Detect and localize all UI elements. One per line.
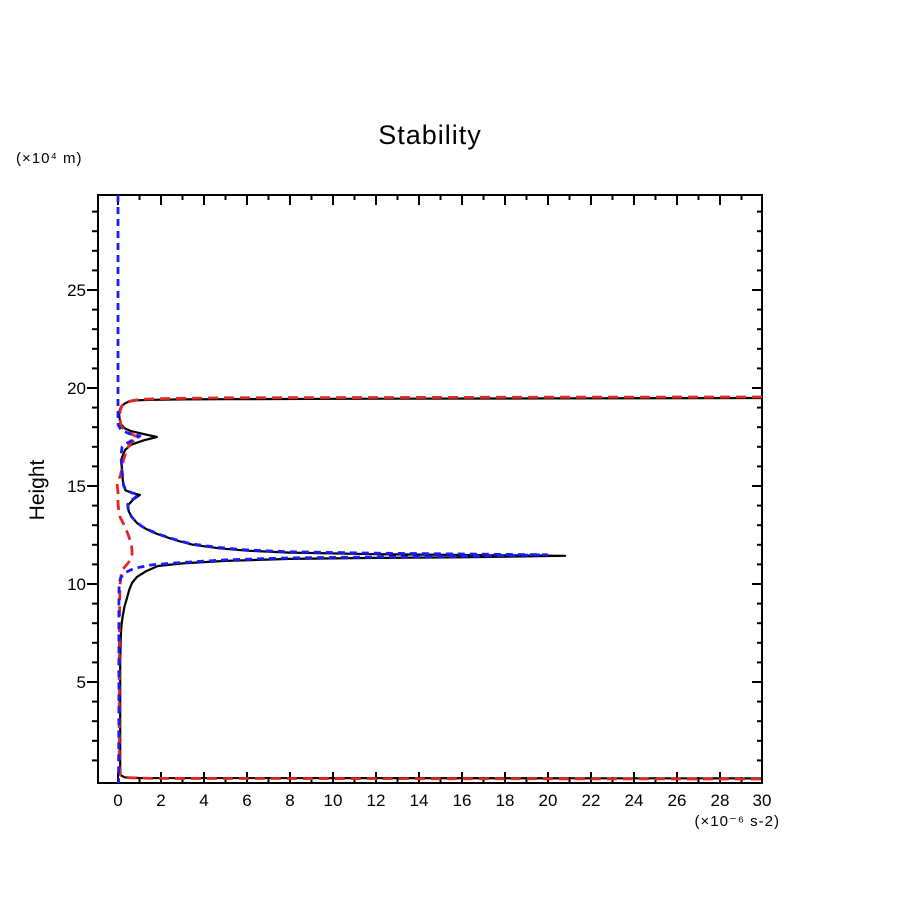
x-tick-label: 8 — [285, 791, 294, 810]
plot-frame — [97, 194, 763, 784]
y-axis-unit-label: (×10⁴ m) — [16, 150, 83, 167]
series-red-dashed — [115, 395, 763, 781]
x-tick-label: 10 — [324, 791, 343, 810]
series-blue-dashed — [116, 195, 549, 783]
x-tick-label: 18 — [496, 791, 515, 810]
y-tick-label: 5 — [77, 673, 86, 692]
x-tick-label: 2 — [156, 791, 165, 810]
x-tick-label: 0 — [113, 791, 122, 810]
chart-title: Stability — [378, 120, 482, 150]
x-tick-label: 22 — [582, 791, 601, 810]
y-tick-label: 15 — [67, 477, 86, 496]
x-tick-label: 28 — [711, 791, 730, 810]
x-tick-label: 26 — [668, 791, 687, 810]
x-tick-label: 20 — [539, 791, 558, 810]
x-tick-label: 16 — [453, 791, 472, 810]
series-black-solid — [117, 396, 763, 780]
x-tick-label: 30 — [753, 791, 772, 810]
x-tick-label: 6 — [242, 791, 251, 810]
x-tick-label: 4 — [199, 791, 208, 810]
y-tick-label: 25 — [67, 281, 86, 300]
x-axis-unit-label: (×10⁻⁶ s-2) — [694, 813, 780, 830]
x-tick-label: 14 — [410, 791, 429, 810]
y-tick-label: 20 — [67, 379, 86, 398]
y-tick-label: 10 — [67, 575, 86, 594]
x-tick-label: 12 — [367, 791, 386, 810]
x-tick-label: 24 — [625, 791, 644, 810]
